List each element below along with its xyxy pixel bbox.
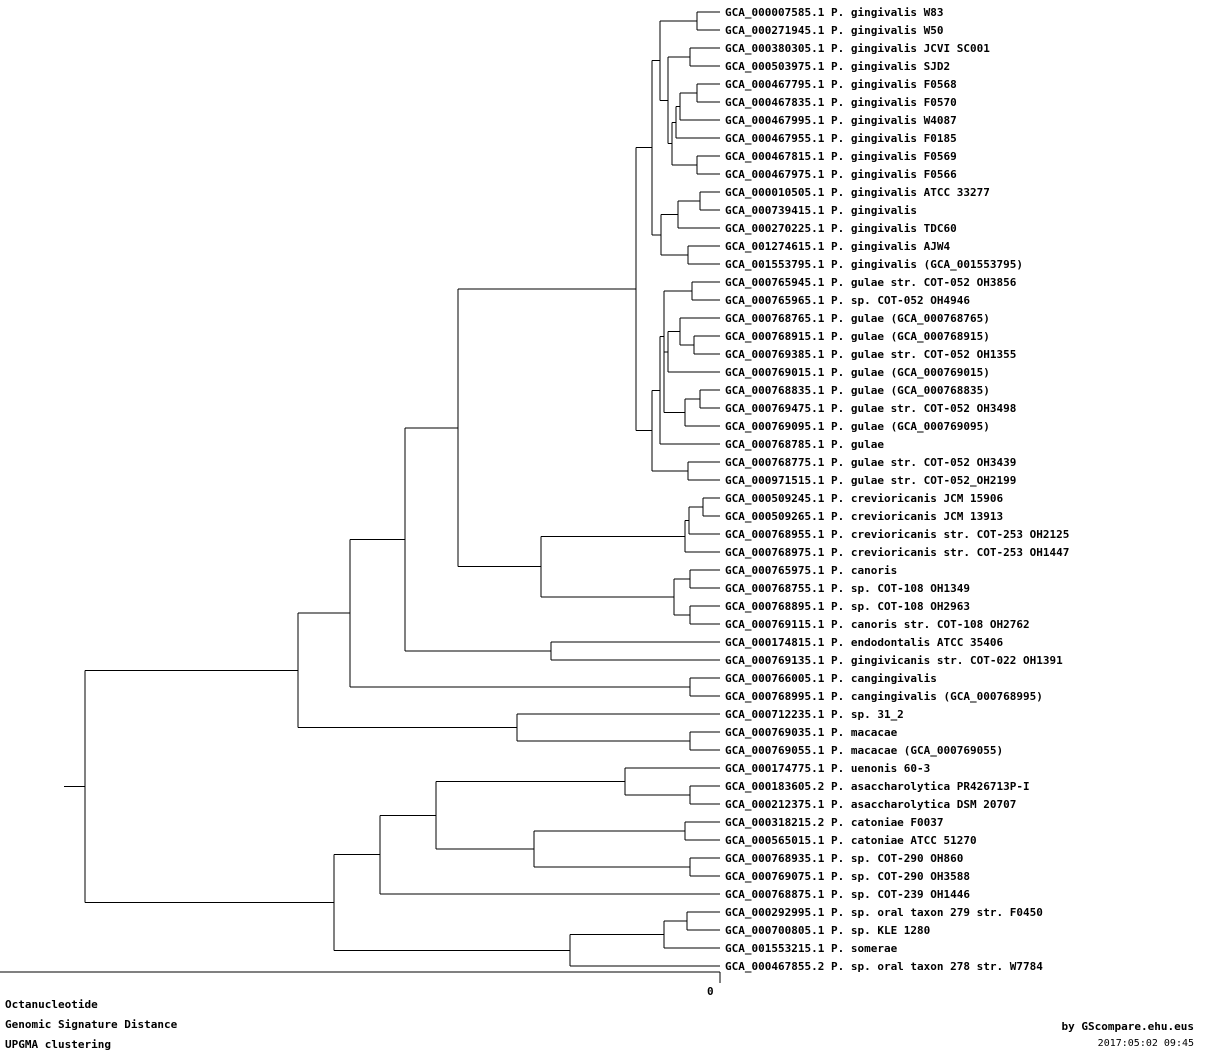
leaf-label: GCA_000768835.1 P. gulae (GCA_000768835): [725, 384, 990, 397]
leaf-label: GCA_000769075.1 P. sp. COT-290 OH3588: [725, 870, 970, 883]
leaf-label: GCA_000174815.1 P. endodontalis ATCC 354…: [725, 636, 1004, 649]
leaf-label: GCA_000769385.1 P. gulae str. COT-052 OH…: [725, 348, 1016, 361]
leaf-label: GCA_000271945.1 P. gingivalis W50: [725, 24, 944, 37]
leaf-label: GCA_000509245.1 P. crevioricanis JCM 159…: [725, 492, 1004, 505]
leaf-label: GCA_000292995.1 P. sp. oral taxon 279 st…: [725, 906, 1043, 919]
leaf-label: GCA_000712235.1 P. sp. 31_2: [725, 708, 904, 721]
timestamp: 2017:05:02 09:45: [1097, 1038, 1194, 1049]
method-description: Octanucleotide Genomic Signature Distanc…: [5, 995, 177, 1055]
leaf-label: GCA_000467795.1 P. gingivalis F0568: [725, 78, 957, 91]
leaf-label: GCA_000769115.1 P. canoris str. COT-108 …: [725, 618, 1030, 631]
leaf-label: GCA_000739415.1 P. gingivalis: [725, 204, 917, 217]
leaf-label: GCA_001553795.1 P. gingivalis (GCA_00155…: [725, 258, 1023, 271]
method-line-clustering: UPGMA clustering: [5, 1038, 111, 1051]
leaf-label: GCA_000768895.1 P. sp. COT-108 OH2963: [725, 600, 970, 613]
leaf-label: GCA_000769055.1 P. macacae (GCA_00076905…: [725, 744, 1003, 757]
leaf-label: GCA_000467995.1 P. gingivalis W4087: [725, 114, 957, 127]
leaf-label: GCA_000467815.1 P. gingivalis F0569: [725, 150, 957, 163]
leaf-label: GCA_000007585.1 P. gingivalis W83: [725, 6, 944, 19]
leaf-label: GCA_000010505.1 P. gingivalis ATCC 33277: [725, 186, 990, 199]
leaf-label: GCA_000768915.1 P. gulae (GCA_000768915): [725, 330, 990, 343]
leaf-label: GCA_000768785.1 P. gulae: [725, 438, 884, 451]
leaf-label: GCA_000174775.1 P. uenonis 60-3: [725, 762, 930, 775]
leaf-label: GCA_000769095.1 P. gulae (GCA_000769095): [725, 420, 990, 433]
leaf-label: GCA_000768955.1 P. crevioricanis str. CO…: [725, 528, 1069, 541]
leaf-label: GCA_000768765.1 P. gulae (GCA_000768765): [725, 312, 990, 325]
leaf-label: GCA_000467855.2 P. sp. oral taxon 278 st…: [725, 960, 1043, 973]
leaf-label: GCA_000503975.1 P. gingivalis SJD2: [725, 60, 950, 73]
leaf-label: GCA_000769135.1 P. gingivicanis str. COT…: [725, 654, 1063, 667]
method-line-signature: Octanucleotide: [5, 998, 98, 1011]
leaf-label: GCA_000318215.2 P. catoniae F0037: [725, 816, 944, 829]
leaf-label: GCA_000270225.1 P. gingivalis TDC60: [725, 222, 957, 235]
leaf-label: GCA_000769035.1 P. macacae: [725, 726, 898, 739]
leaf-label: GCA_000768775.1 P. gulae str. COT-052 OH…: [725, 456, 1016, 469]
leaf-label: GCA_000768875.1 P. sp. COT-239 OH1446: [725, 888, 970, 901]
leaf-labels: GCA_000007585.1 P. gingivalis W83 GCA_000…: [725, 6, 1069, 973]
leaf-label: GCA_000509265.1 P. crevioricanis JCM 139…: [725, 510, 1003, 523]
method-line-distance: Genomic Signature Distance: [5, 1018, 178, 1031]
leaf-label: GCA_000212375.1 P. asaccharolytica DSM 2…: [725, 798, 1016, 811]
leaf-label: GCA_000768935.1 P. sp. COT-290 OH860: [725, 852, 963, 865]
leaf-label: GCA_001274615.1 P. gingivalis AJW4: [725, 240, 951, 253]
leaf-label: GCA_001553215.1 P. somerae: [725, 942, 898, 955]
leaf-label: GCA_000565015.1 P. catoniae ATCC 51270: [725, 834, 977, 847]
leaf-label: GCA_000467955.1 P. gingivalis F0185: [725, 132, 957, 145]
scale-axis-zero-label: 0: [707, 985, 714, 998]
leaf-label: GCA_000768975.1 P. crevioricanis str. CO…: [725, 546, 1069, 559]
leaf-label: GCA_000769015.1 P. gulae (GCA_000769015): [725, 366, 990, 379]
leaf-label: GCA_000467835.1 P. gingivalis F0570: [725, 96, 957, 109]
leaf-label: GCA_000765945.1 P. gulae str. COT-052 OH…: [725, 276, 1017, 289]
leaf-label: GCA_000768755.1 P. sp. COT-108 OH1349: [725, 582, 970, 595]
leaf-label: GCA_000765965.1 P. sp. COT-052 OH4946: [725, 294, 970, 307]
leaf-label: GCA_000467975.1 P. gingivalis F0566: [725, 168, 957, 181]
leaf-label: GCA_000380305.1 P. gingivalis JCVI SC001: [725, 42, 990, 55]
leaf-label: GCA_000769475.1 P. gulae str. COT-052 OH…: [725, 402, 1016, 415]
leaf-label: GCA_000766005.1 P. cangingivalis: [725, 672, 937, 685]
leaf-label: GCA_000765975.1 P. canoris: [725, 564, 897, 577]
leaf-label: GCA_000183605.2 P. asaccharolytica PR426…: [725, 780, 1030, 793]
dendrogram-branches: [64, 11, 720, 967]
credit-text: by GScompare.ehu.eus: [1061, 1020, 1194, 1033]
leaf-label: GCA_000700805.1 P. sp. KLE 1280: [725, 924, 930, 937]
leaf-label: GCA_000768995.1 P. cangingivalis (GCA_00…: [725, 690, 1043, 703]
leaf-label: GCA_000971515.1 P. gulae str. COT-052_OH…: [725, 474, 1016, 487]
